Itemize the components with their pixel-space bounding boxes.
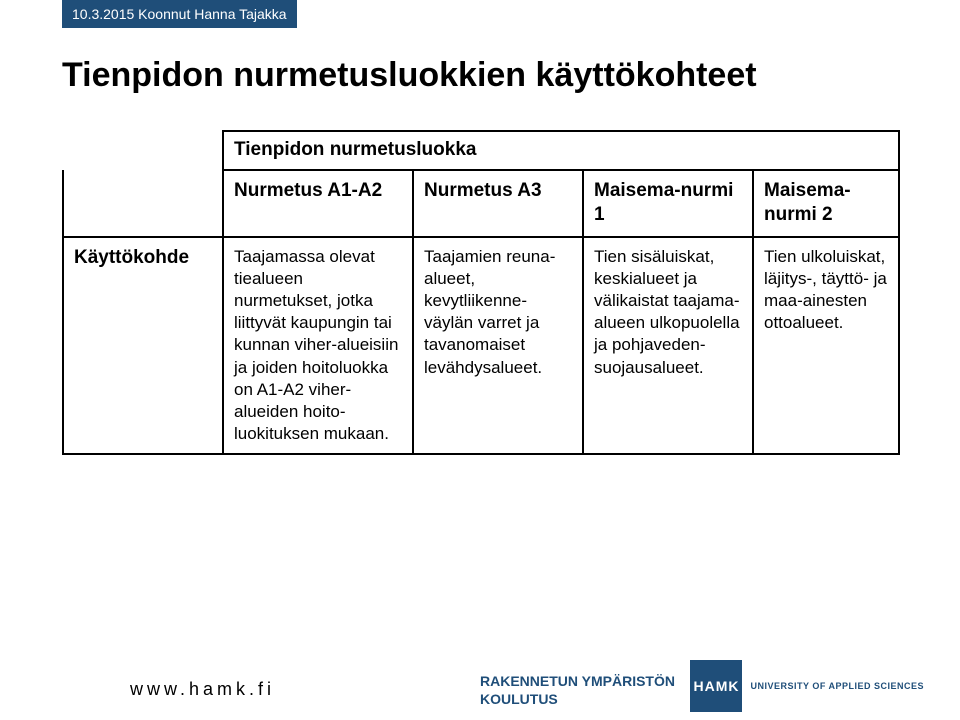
footer-logo: HAMK UNIVERSITY OF APPLIED SCIENCES [690,660,924,712]
table-row-label: Käyttökohde [63,237,223,454]
logo-icon: HAMK [690,660,742,712]
table-col-head-2: Maisema-nurmi 1 [583,170,753,237]
logo-subtext: UNIVERSITY OF APPLIED SCIENCES [750,681,924,692]
slide-page: 10.3.2015 Koonnut Hanna Tajakka Tienpido… [0,0,960,720]
table-col-head-3: Maisema-nurmi 2 [753,170,899,237]
table-row: Käyttökohde Taajamassa olevat tiealueen … [63,237,899,454]
table-col-head-1: Nurmetus A3 [413,170,583,237]
table-cell-3: Tien ulkoluiskat, läjitys-, täyttö- ja m… [753,237,899,454]
footer-center-line2: KOULUTUS [480,690,675,708]
footer-url: www.hamk.fi [130,679,275,700]
footer-center-line1: RAKENNETUN YMPÄRISTÖN [480,672,675,690]
table-header-empty [63,170,223,237]
table-cell-0: Taajamassa olevat tiealueen nurmetukset,… [223,237,413,454]
table-col-head-0: Nurmetus A1-A2 [223,170,413,237]
page-title: Tienpidon nurmetusluokkien käyttökohteet [62,56,898,95]
classification-table: Tienpidon nurmetusluokka Nurmetus A1-A2 … [62,130,900,455]
header-bar: 10.3.2015 Koonnut Hanna Tajakka [62,0,297,28]
table-header-row: Nurmetus A1-A2 Nurmetus A3 Maisema-nurmi… [63,170,899,237]
table-empty-corner [63,131,223,170]
footer: www.hamk.fi RAKENNETUN YMPÄRISTÖN KOULUT… [0,650,960,720]
footer-center: RAKENNETUN YMPÄRISTÖN KOULUTUS [480,672,675,708]
table-super-header-row: Tienpidon nurmetusluokka [63,131,899,170]
table-cell-1: Taajamien reuna-alueet, kevytliikenne-vä… [413,237,583,454]
table-cell-2: Tien sisäluiskat, keskialueet ja välikai… [583,237,753,454]
table-super-header: Tienpidon nurmetusluokka [223,131,899,170]
